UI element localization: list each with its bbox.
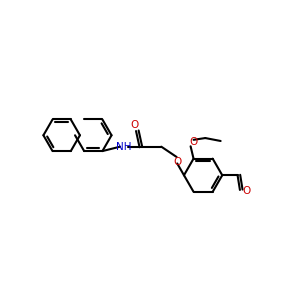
Text: O: O [242, 185, 250, 196]
Text: O: O [173, 157, 181, 167]
Text: O: O [189, 137, 198, 147]
Text: NH: NH [116, 142, 132, 152]
Text: O: O [130, 120, 138, 130]
